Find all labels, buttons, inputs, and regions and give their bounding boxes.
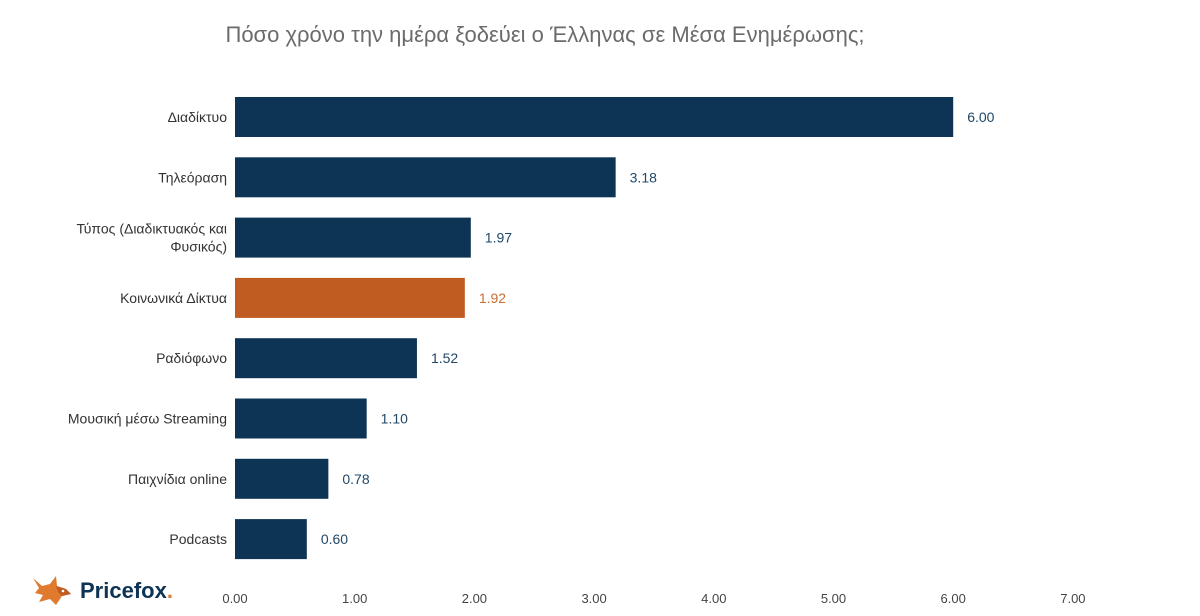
chart-title: Πόσο χρόνο την ημέρα ξοδεύει ο Έλληνας σ… (225, 22, 865, 47)
category-label: Τηλεόραση (158, 169, 227, 185)
x-tick-label: 2.00 (462, 591, 487, 606)
category-label: Podcasts (169, 531, 227, 547)
category-label: Κοινωνικά Δίκτυα (120, 290, 227, 306)
x-tick-label: 6.00 (941, 591, 966, 606)
data-label: 6.00 (967, 109, 994, 125)
bar (235, 157, 616, 198)
category-label: Παιχνίδια online (128, 471, 227, 487)
bar (235, 458, 329, 499)
x-tick-label: 7.00 (1060, 591, 1085, 606)
x-tick-label: 1.00 (342, 591, 367, 606)
fox-icon (33, 576, 71, 605)
data-label: 1.97 (485, 230, 512, 246)
data-label: 0.78 (342, 471, 369, 487)
bar (235, 217, 471, 258)
bar (235, 519, 307, 560)
category-label: Μουσική μέσω Streaming (68, 411, 227, 427)
category-label: Διαδίκτυο (168, 109, 228, 125)
data-label: 1.92 (479, 290, 506, 306)
category-label: Φυσικός) (170, 239, 227, 255)
data-label: 0.60 (321, 531, 348, 547)
x-tick-label: 5.00 (821, 591, 846, 606)
x-tick-label: 4.00 (701, 591, 726, 606)
bar (235, 338, 417, 379)
category-label: Ραδιόφωνο (156, 350, 227, 366)
data-label: 3.18 (630, 169, 657, 185)
category-label: Τύπος (Διαδικτυακός και (76, 221, 227, 237)
bar (235, 277, 465, 318)
pricefox-logo: Pricefox. (30, 573, 173, 609)
bar (235, 398, 367, 439)
logo-dot: . (166, 578, 173, 603)
data-label: 1.10 (381, 411, 408, 427)
x-tick-label: 0.00 (222, 591, 247, 606)
x-tick-label: 3.00 (581, 591, 606, 606)
bar (235, 97, 954, 137)
data-label: 1.52 (431, 350, 458, 366)
logo-name: Pricefox (80, 578, 167, 603)
